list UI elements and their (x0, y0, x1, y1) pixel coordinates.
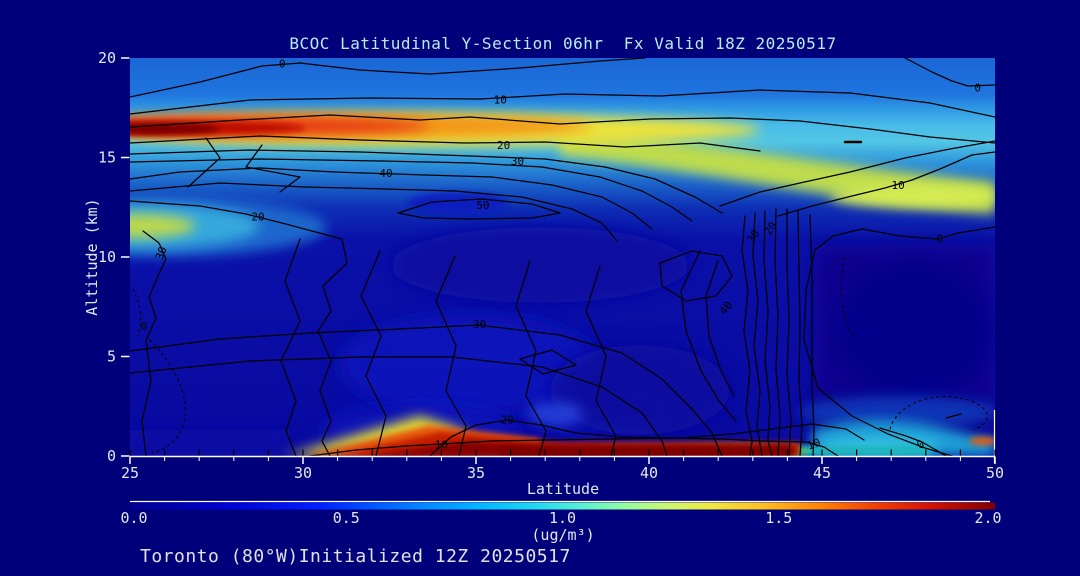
field-east-dark-core (840, 265, 990, 395)
x-axis-ticks: 25 30 35 40 45 50 (121, 449, 1004, 482)
contour-label: 10 (891, 179, 904, 192)
contour-label: 10 (494, 93, 507, 106)
contour-label: 10 (805, 436, 822, 453)
y-axis-ticks: 0 5 10 15 20 (98, 49, 130, 465)
contour-label: 20 (251, 211, 264, 224)
contour-label: 0 (974, 81, 981, 94)
colorbar-tick-label: 1.0 (549, 509, 576, 527)
axes: 25 30 35 40 45 50 0 5 10 15 20 (98, 49, 1004, 482)
colorbar-units-label: (ug/m³) (531, 526, 594, 544)
field-bright-patch-1 (340, 315, 600, 415)
field-surface-orange-spot-east (969, 437, 995, 445)
field-plume-darkred-core (130, 123, 220, 135)
filled-contour-field (130, 58, 995, 456)
field-dark-patch-1 (390, 227, 690, 303)
field-light-blue-spot (527, 402, 583, 426)
x-tick-label: 40 (640, 464, 658, 482)
x-axis-label: Latitude (527, 480, 599, 498)
contour-label: 20 (501, 414, 514, 427)
contour-label: 0 (279, 57, 286, 70)
x-tick-label: 35 (467, 464, 485, 482)
x-tick-label: 50 (986, 464, 1004, 482)
field-dark-patch-2 (550, 345, 730, 435)
colorbar-gradient (130, 502, 995, 510)
field-east-green-core (830, 185, 995, 207)
y-axis-label: Altitude (km) (83, 198, 101, 315)
x-tick-label: 30 (294, 464, 312, 482)
contour-label: 40 (379, 167, 392, 180)
x-tick-label: 25 (121, 464, 139, 482)
field-surface-yellow-rim (285, 416, 470, 456)
run-annotation: Toronto (80°W)Initialized 12Z 20250517 (140, 546, 571, 567)
y-tick-label: 5 (107, 348, 116, 366)
field-sw-corner (130, 430, 290, 456)
x-tick-label: 45 (813, 464, 831, 482)
contour-label: 0 (936, 233, 943, 246)
colorbar-tick-label: 2.0 (974, 509, 1001, 527)
contour-label: 50 (476, 199, 489, 212)
contour-label: 30 (511, 155, 524, 168)
contour-lines (130, 58, 995, 456)
colorbar-tick-labels: 0.0 0.5 1.0 1.5 2.0 (120, 509, 1001, 527)
chart-title: BCOC Latitudinal Y-Section 06hr Fx Valid… (289, 34, 836, 53)
y-tick-label: 15 (98, 149, 116, 167)
field-east-low-blue (800, 396, 995, 428)
y-tick-label: 10 (98, 248, 116, 266)
field-midlevel-blue-blob (408, 192, 508, 214)
colorbar: 0.0 0.5 1.0 1.5 2.0 (ug/m³) (120, 500, 1002, 544)
contour-label: 10 (435, 439, 448, 452)
contour-label: 20 (762, 219, 780, 237)
field-surface-darkred-core (500, 446, 790, 456)
y-tick-label: 20 (98, 49, 116, 67)
y-tick-label: 0 (107, 447, 116, 465)
contour-label: 0 (141, 320, 148, 333)
colorbar-tick-label: 0.0 (120, 509, 147, 527)
contour-label: 30 (473, 318, 486, 331)
contour-label: 30 (153, 245, 170, 262)
field-west-blob-core (130, 214, 195, 238)
contour-label: 30 (744, 227, 762, 245)
colorbar-tick-label: 1.5 (765, 509, 792, 527)
colorbar-tick-label: 0.5 (333, 509, 360, 527)
contour-label: 20 (497, 139, 510, 152)
